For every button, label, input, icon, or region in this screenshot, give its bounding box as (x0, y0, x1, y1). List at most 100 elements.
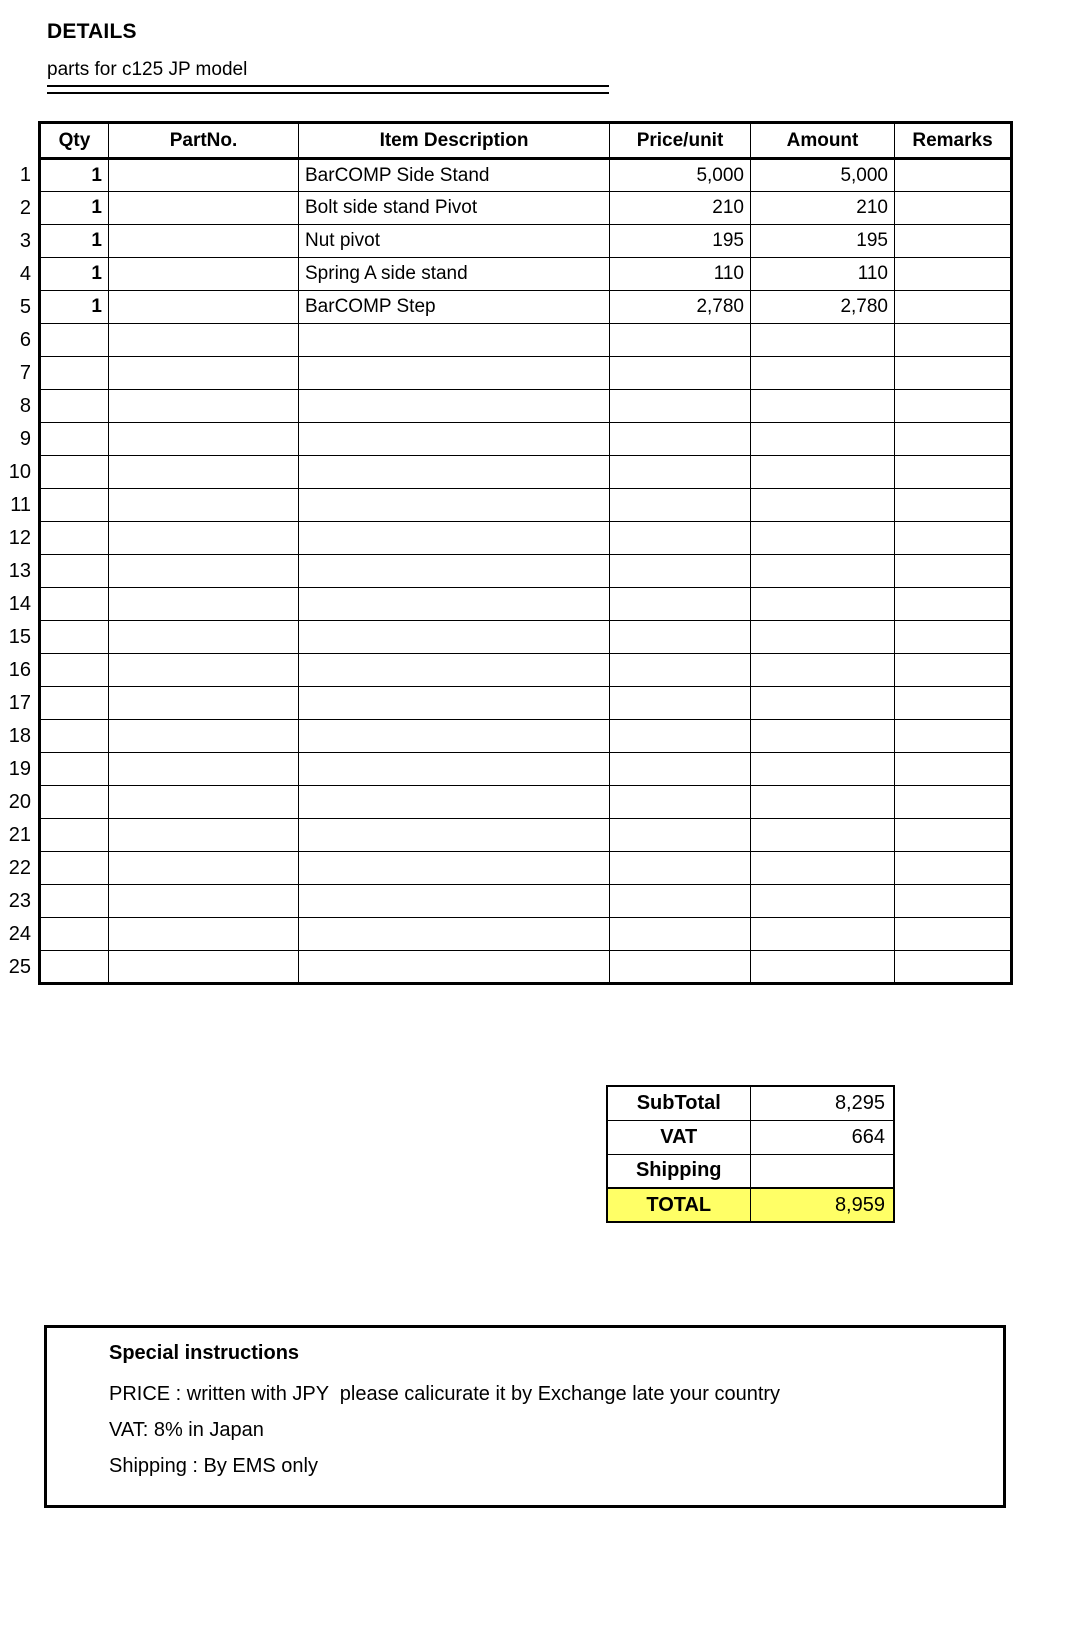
cell-price-unit[interactable] (609, 686, 751, 720)
cell-price-unit[interactable] (609, 950, 751, 984)
cell-description[interactable] (298, 686, 610, 720)
cell-description[interactable] (298, 719, 610, 753)
cell-remarks[interactable] (894, 752, 1012, 786)
cell-price-unit[interactable] (609, 323, 751, 357)
cell-amount[interactable]: 110 (750, 257, 895, 291)
cell-remarks[interactable] (894, 191, 1012, 225)
cell-amount[interactable] (750, 389, 895, 423)
cell-description[interactable]: Bolt side stand Pivot (298, 191, 610, 225)
cell-qty[interactable] (39, 851, 109, 885)
cell-price-unit[interactable] (609, 851, 751, 885)
cell-remarks[interactable] (894, 224, 1012, 258)
cell-price-unit[interactable] (609, 818, 751, 852)
cell-amount[interactable]: 5,000 (750, 158, 895, 192)
cell-remarks[interactable] (894, 422, 1012, 456)
cell-qty[interactable]: 1 (39, 224, 109, 258)
cell-remarks[interactable] (894, 686, 1012, 720)
cell-partno[interactable] (108, 521, 299, 555)
cell-partno[interactable] (108, 917, 299, 951)
cell-remarks[interactable] (894, 620, 1012, 654)
cell-remarks[interactable] (894, 521, 1012, 555)
cell-price-unit[interactable] (609, 719, 751, 753)
cell-qty[interactable] (39, 620, 109, 654)
cell-description[interactable] (298, 851, 610, 885)
cell-partno[interactable] (108, 323, 299, 357)
cell-description[interactable] (298, 653, 610, 687)
cell-qty[interactable] (39, 422, 109, 456)
cell-price-unit[interactable]: 210 (609, 191, 751, 225)
cell-amount[interactable] (750, 884, 895, 918)
cell-qty[interactable] (39, 752, 109, 786)
cell-amount[interactable] (750, 785, 895, 819)
cell-amount[interactable] (750, 686, 895, 720)
cell-remarks[interactable] (894, 257, 1012, 291)
cell-qty[interactable] (39, 356, 109, 390)
cell-partno[interactable] (108, 290, 299, 324)
cell-amount[interactable]: 2,780 (750, 290, 895, 324)
cell-remarks[interactable] (894, 290, 1012, 324)
cell-amount[interactable] (750, 752, 895, 786)
cell-amount[interactable] (750, 653, 895, 687)
cell-remarks[interactable] (894, 950, 1012, 984)
cell-price-unit[interactable]: 2,780 (609, 290, 751, 324)
cell-partno[interactable] (108, 818, 299, 852)
cell-partno[interactable] (108, 653, 299, 687)
cell-description[interactable] (298, 521, 610, 555)
cell-description[interactable] (298, 554, 610, 588)
cell-price-unit[interactable] (609, 785, 751, 819)
cell-partno[interactable] (108, 884, 299, 918)
cell-amount[interactable] (750, 851, 895, 885)
cell-description[interactable] (298, 455, 610, 489)
cell-remarks[interactable] (894, 818, 1012, 852)
cell-amount[interactable]: 195 (750, 224, 895, 258)
cell-partno[interactable] (108, 224, 299, 258)
cell-amount[interactable] (750, 323, 895, 357)
cell-amount[interactable] (750, 950, 895, 984)
cell-price-unit[interactable] (609, 653, 751, 687)
cell-partno[interactable] (108, 422, 299, 456)
cell-description[interactable]: BarCOMP Step (298, 290, 610, 324)
cell-amount[interactable] (750, 554, 895, 588)
cell-qty[interactable]: 1 (39, 257, 109, 291)
cell-qty[interactable] (39, 950, 109, 984)
cell-partno[interactable] (108, 455, 299, 489)
totals-value[interactable]: 664 (749, 1119, 895, 1155)
cell-remarks[interactable] (894, 587, 1012, 621)
cell-remarks[interactable] (894, 356, 1012, 390)
cell-amount[interactable]: 210 (750, 191, 895, 225)
cell-price-unit[interactable] (609, 488, 751, 522)
cell-description[interactable] (298, 818, 610, 852)
cell-qty[interactable]: 1 (39, 290, 109, 324)
cell-qty[interactable] (39, 719, 109, 753)
cell-price-unit[interactable] (609, 389, 751, 423)
cell-qty[interactable] (39, 389, 109, 423)
cell-amount[interactable] (750, 587, 895, 621)
cell-price-unit[interactable] (609, 884, 751, 918)
cell-price-unit[interactable] (609, 587, 751, 621)
cell-qty[interactable] (39, 488, 109, 522)
cell-amount[interactable] (750, 488, 895, 522)
cell-qty[interactable] (39, 554, 109, 588)
cell-partno[interactable] (108, 950, 299, 984)
cell-remarks[interactable] (894, 389, 1012, 423)
cell-description[interactable] (298, 389, 610, 423)
cell-description[interactable]: Spring A side stand (298, 257, 610, 291)
cell-description[interactable] (298, 785, 610, 819)
cell-amount[interactable] (750, 521, 895, 555)
cell-description[interactable] (298, 422, 610, 456)
cell-remarks[interactable] (894, 719, 1012, 753)
cell-qty[interactable] (39, 785, 109, 819)
totals-value[interactable] (749, 1153, 895, 1189)
cell-partno[interactable] (108, 587, 299, 621)
cell-qty[interactable] (39, 587, 109, 621)
cell-remarks[interactable] (894, 158, 1012, 192)
cell-qty[interactable]: 1 (39, 158, 109, 192)
cell-partno[interactable] (108, 686, 299, 720)
cell-price-unit[interactable]: 110 (609, 257, 751, 291)
cell-partno[interactable] (108, 158, 299, 192)
cell-description[interactable] (298, 323, 610, 357)
cell-description[interactable] (298, 620, 610, 654)
cell-description[interactable] (298, 488, 610, 522)
cell-description[interactable]: BarCOMP Side Stand (298, 158, 610, 192)
cell-partno[interactable] (108, 191, 299, 225)
